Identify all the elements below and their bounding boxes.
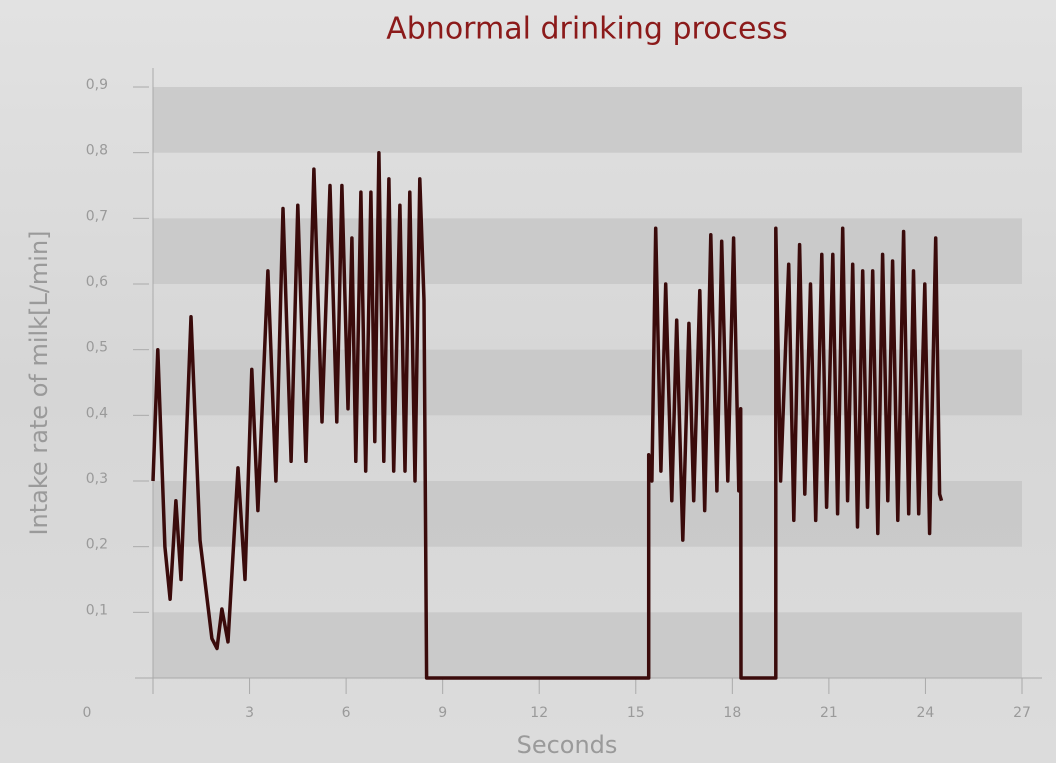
y-tick-label: 0,9 xyxy=(86,77,108,93)
y-tick-label: 0,6 xyxy=(86,274,108,290)
x-tick-label: 0 xyxy=(83,705,92,721)
data-line xyxy=(151,150,944,680)
y-tick-label: 0,8 xyxy=(86,143,108,159)
grid-band xyxy=(153,87,1022,153)
y-tick-label: 0,7 xyxy=(86,208,108,224)
y-tick-label: 0,5 xyxy=(86,340,108,356)
x-tick-label: 6 xyxy=(342,705,351,721)
y-axis-label: Intake rate of milk[L/min] xyxy=(25,230,53,535)
x-tick-label: 15 xyxy=(627,705,645,721)
x-tick-label: 12 xyxy=(530,705,548,721)
y-tick-label: 0,4 xyxy=(86,405,108,421)
x-tick-label: 9 xyxy=(438,705,447,721)
x-tick-label: 27 xyxy=(1013,705,1031,721)
y-tick-label: 0,2 xyxy=(86,537,108,553)
x-tick-label: 18 xyxy=(723,705,741,721)
grid-band xyxy=(153,481,1022,547)
grid-band xyxy=(153,612,1022,678)
y-tick-label: 0,1 xyxy=(86,602,108,618)
x-axis-label: Seconds xyxy=(517,731,618,759)
grid-band xyxy=(153,349,1022,416)
x-tick-label: 21 xyxy=(820,705,838,721)
x-tick-label: 3 xyxy=(245,705,254,721)
chart-title: Abnormal drinking process xyxy=(386,12,788,47)
x-tick-label: 24 xyxy=(917,705,935,721)
y-tick-label: 0,3 xyxy=(86,471,108,487)
